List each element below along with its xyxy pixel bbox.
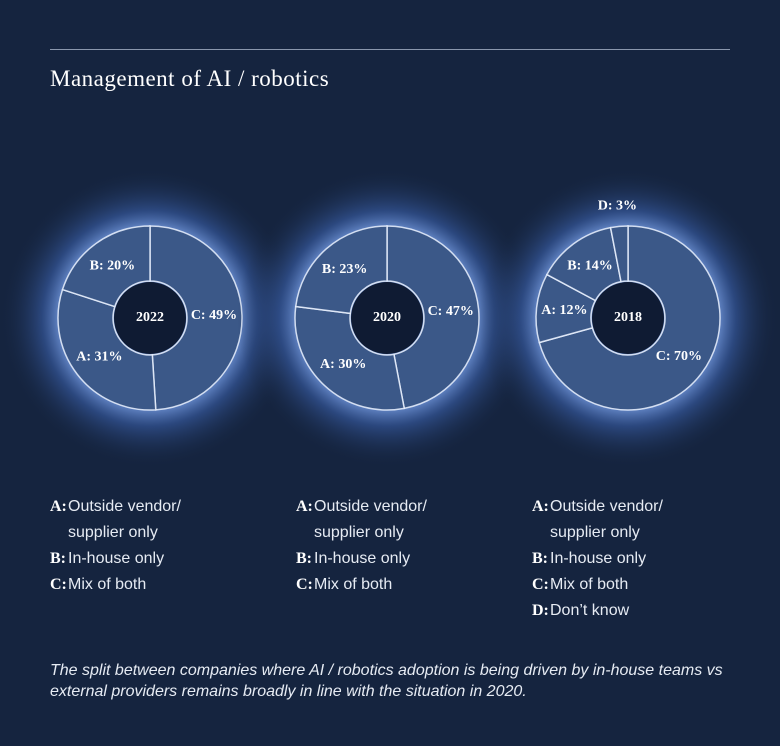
legend-label: In-house only bbox=[68, 550, 165, 567]
donut-hole bbox=[592, 282, 664, 354]
center-label: 2020 bbox=[373, 310, 401, 325]
title: Management of AI / robotics bbox=[50, 66, 330, 91]
legend-label: Outside vendor/ supplier only bbox=[314, 498, 427, 541]
legend-label: Mix of both bbox=[314, 576, 393, 593]
legend-key: A: bbox=[296, 498, 313, 515]
center-label: 2022 bbox=[136, 310, 164, 325]
donut-hole bbox=[351, 282, 423, 354]
donut-segment bbox=[294, 225, 388, 315]
donut-segment bbox=[538, 225, 721, 411]
value-label: A: 31% bbox=[76, 349, 122, 364]
legend: A: Outside vendor/ supplier only B: In-hous… bbox=[532, 494, 702, 624]
value-label: C: 49% bbox=[191, 308, 237, 323]
legend-label: Outside vendor/ supplier only bbox=[68, 498, 181, 541]
value-label: D: 3% bbox=[598, 199, 637, 214]
legend-key: C: bbox=[296, 576, 313, 593]
donut-segment bbox=[609, 225, 629, 283]
value-label: B: 20% bbox=[90, 258, 136, 273]
legend-key: B: bbox=[532, 550, 548, 567]
donut-segment bbox=[149, 225, 243, 411]
legend: A: Outside vendor/ supplier only B: In-hous… bbox=[50, 494, 220, 598]
donut-segment bbox=[61, 225, 151, 308]
value-label: B: 23% bbox=[322, 262, 368, 277]
legend-item: D: Don’t know bbox=[532, 598, 702, 624]
legend-item: C: Mix of both bbox=[50, 572, 220, 598]
legend-label: Outside vendor/ supplier only bbox=[550, 498, 663, 541]
donut-segment bbox=[57, 288, 157, 411]
footnote: The split between companies where AI / r… bbox=[50, 662, 723, 700]
legend-item: A: Outside vendor/ supplier only bbox=[296, 494, 466, 546]
legend-item: B: In-house only bbox=[296, 546, 466, 572]
legend-item: C: Mix of both bbox=[532, 572, 702, 598]
legend-key: D: bbox=[532, 602, 549, 619]
legend-key: A: bbox=[532, 498, 549, 515]
donut-segment bbox=[294, 305, 406, 411]
legend-key: C: bbox=[532, 576, 549, 593]
legend-label: Mix of both bbox=[68, 576, 147, 593]
donut-segment bbox=[386, 225, 480, 410]
legend-label: Mix of both bbox=[550, 576, 629, 593]
legend: A: Outside vendor/ supplier only B: In-hous… bbox=[296, 494, 466, 598]
legend-item: A: Outside vendor/ supplier only bbox=[50, 494, 220, 546]
legend-item: C: Mix of both bbox=[296, 572, 466, 598]
value-label: C: 47% bbox=[428, 304, 474, 319]
donut-hole bbox=[114, 282, 186, 354]
legend-label: In-house only bbox=[550, 550, 647, 567]
center-label: 2018 bbox=[614, 310, 642, 325]
legend-item: A: Outside vendor/ supplier only bbox=[532, 494, 702, 546]
legend-label: In-house only bbox=[314, 550, 411, 567]
legend-key: C: bbox=[50, 576, 67, 593]
legend-label: Don’t know bbox=[550, 602, 630, 619]
legend-key: B: bbox=[50, 550, 66, 567]
value-label: C: 70% bbox=[656, 349, 702, 364]
legend-key: A: bbox=[50, 498, 67, 515]
legend-item: B: In-house only bbox=[532, 546, 702, 572]
legend-item: B: In-house only bbox=[50, 546, 220, 572]
value-label: B: 14% bbox=[567, 259, 613, 274]
value-label: A: 30% bbox=[320, 357, 366, 372]
value-label: A: 12% bbox=[541, 303, 587, 318]
legend-key: B: bbox=[296, 550, 312, 567]
rule bbox=[50, 49, 730, 50]
